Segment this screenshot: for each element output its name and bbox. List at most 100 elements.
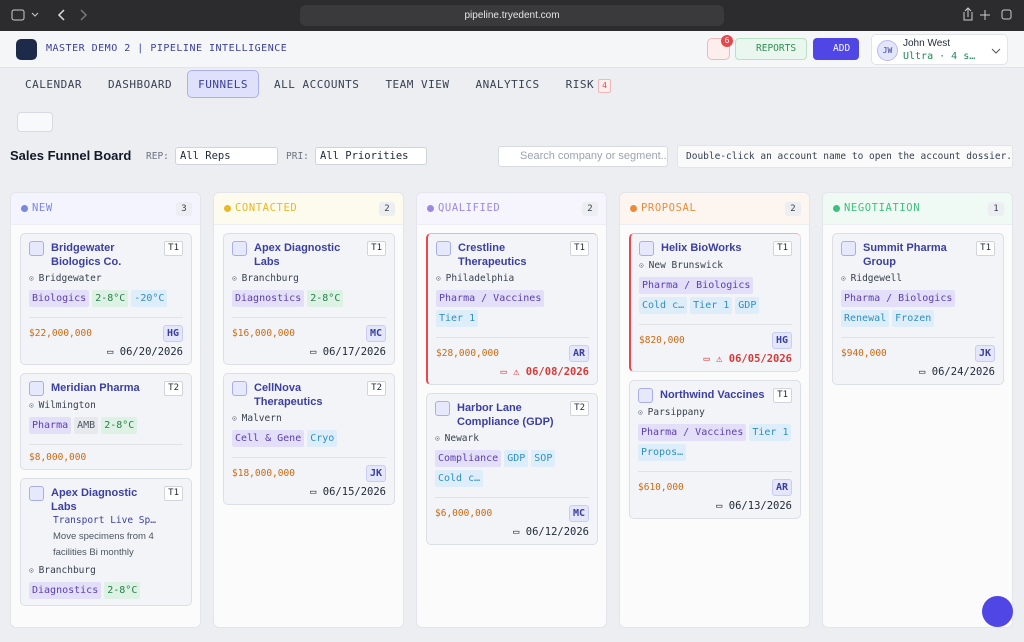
account-name[interactable]: Northwind Vaccines [660,389,765,401]
account-card[interactable]: Meridian Pharma T2 Wilmington PharmaAMB2-8°… [20,373,192,470]
account-name[interactable]: CellNova Therapeutics [254,382,323,408]
calendar-icon: ▭ [513,526,526,538]
account-name[interactable]: Summit Pharma Group [863,242,947,268]
card-footer: $22,000,000 HG [29,317,183,342]
card-note: Transport Live Sp… [53,515,156,526]
tag: Propos… [638,444,687,461]
address-bar[interactable]: pipeline.tryedent.com [300,5,724,26]
location: Wilmington [29,400,183,411]
account-card[interactable]: Apex Diagnostic Labs T1 Transport Live Sp…… [20,478,192,606]
tier-badge: T1 [773,241,792,256]
tab[interactable]: ALL ACCOUNTS [263,70,370,98]
due-date: 06/13/2026 [728,500,792,512]
tag: Cryo [307,430,338,447]
priority-select[interactable]: All Priorities [315,147,427,165]
tab[interactable]: FUNNELS [187,70,259,98]
view-selector[interactable] [17,112,53,132]
card-note: Move specimens from 4 facilities Bi mont… [53,531,154,558]
user-plan: Ultra · 4 s… [903,51,976,62]
tag: SOP [531,450,556,467]
app-logo[interactable] [16,39,37,60]
tab[interactable]: CALENDAR [14,70,93,98]
tab[interactable]: ANALYTICS [465,70,551,98]
tag-list: Pharma / Vaccines Tier 1 [436,290,589,327]
tab[interactable]: RISK 4 [555,70,623,98]
owner-badge: AR [771,479,792,496]
account-name[interactable]: Helix BioWorks [661,242,742,254]
column-name: CONTACTED [235,202,298,214]
tag-list: Pharma / Biologics Cold c… Tier 1 GDP [639,277,792,314]
card-header: Helix BioWorks T1 [639,241,792,256]
due-date-row: ▭ ⚠ 06/05/2026 [639,353,792,365]
tier-badge: T1 [773,388,792,403]
tag: Pharma / Vaccines [436,290,545,307]
account-card[interactable]: Helix BioWorks T1 New Brunswick Pharma / Bi… [629,233,801,372]
account-icon [638,388,653,403]
owner-badge: MC [365,325,386,342]
account-name[interactable]: Meridian Pharma [51,382,140,394]
account-card[interactable]: Bridgewater Biologics Co. T1 Bridgewater Bi… [20,233,192,365]
add-button[interactable]: ADD [813,38,859,60]
deal-value: $16,000,000 [232,328,295,339]
owner-badge: JK [365,465,386,482]
funnel-column: NEGOTIATION 1 Summit Pharma Group T1 Ridgewe… [822,192,1013,628]
column-count: 1 [988,202,1004,216]
card-header: Apex Diagnostic Labs T1 [232,241,386,269]
user-avatar: JW [877,40,898,61]
account-name[interactable]: Crestline Therapeutics [458,242,527,268]
due-date: 06/15/2026 [322,486,386,498]
reports-button[interactable]: REPORTS [735,38,807,60]
user-name: John West [903,38,951,49]
owner-badge: MC [568,505,589,522]
funnel-column: QUALIFIED 2 Crestline Therapeutics T1 Philad… [416,192,607,628]
tab[interactable]: DASHBOARD [97,70,183,98]
account-card[interactable]: CellNova Therapeutics T2 Malvern Cell & Gen… [223,373,395,505]
location: New Brunswick [639,260,792,271]
rep-select[interactable]: All Reps [175,147,278,165]
tier-badge: T1 [570,241,589,256]
user-menu[interactable]: JW John West Ultra · 4 s… [871,34,1008,65]
due-date-row: ▭ 06/15/2026 [232,486,386,498]
account-icon [29,241,44,256]
browser-controls[interactable] [0,0,260,31]
account-name[interactable]: Apex Diagnostic Labs [51,487,138,513]
account-card[interactable]: Harbor Lane Compliance (GDP) T2 Newark Comp… [426,393,598,545]
browser-actions[interactable] [954,0,1024,31]
deal-value: $8,000,000 [29,452,87,463]
account-icon [232,381,247,396]
tag: Pharma / Biologics [841,290,956,307]
location: Branchburg [232,273,386,284]
account-card[interactable]: Crestline Therapeutics T1 Philadelphia Phar… [426,233,598,385]
help-button[interactable] [982,596,1013,627]
deal-value: $940,000 [841,348,887,359]
account-name[interactable]: Apex Diagnostic Labs [254,242,341,268]
tag-list: Compliance GDP SOP Cold c… [435,450,589,487]
account-card[interactable]: Summit Pharma Group T1 Ridgewell Pharma / B… [832,233,1004,385]
account-name[interactable]: Bridgewater Biologics Co. [51,242,122,268]
board-title: Sales Funnel Board [10,148,132,163]
tab[interactable]: TEAM VIEW [374,70,460,98]
tab-label: TEAM VIEW [385,78,450,91]
account-name[interactable]: Harbor Lane Compliance (GDP) [457,402,554,428]
tag: Cold c… [639,297,688,314]
account-icon [435,401,450,416]
tab-label: RISK [565,78,595,91]
calendar-icon: ▭ [107,346,120,358]
tag: Tier 1 [436,310,479,327]
search-input[interactable]: Search company or segment... [498,146,668,167]
account-icon [436,241,451,256]
account-card[interactable]: Northwind Vaccines T1 Parsippany Pharma / V… [629,380,801,519]
owner-badge: AR [568,345,589,362]
funnel-column: PROPOSAL 2 Helix BioWorks T1 New Brunswick Ph… [619,192,810,628]
tag-list: Biologics 2-8°C -20°C [29,290,183,307]
column-name: PROPOSAL [641,202,697,214]
tag: Cell & Gene [232,430,305,447]
tag: Frozen [892,310,935,327]
deal-value: $28,000,000 [436,348,499,359]
deal-value: $22,000,000 [29,328,92,339]
account-card[interactable]: Apex Diagnostic Labs T1 Branchburg Diagnost… [223,233,395,365]
calendar-icon: ▭ [310,486,323,498]
card-header: Crestline Therapeutics T1 [436,241,589,269]
tier-badge: T2 [164,381,183,396]
column-count: 2 [785,202,801,216]
